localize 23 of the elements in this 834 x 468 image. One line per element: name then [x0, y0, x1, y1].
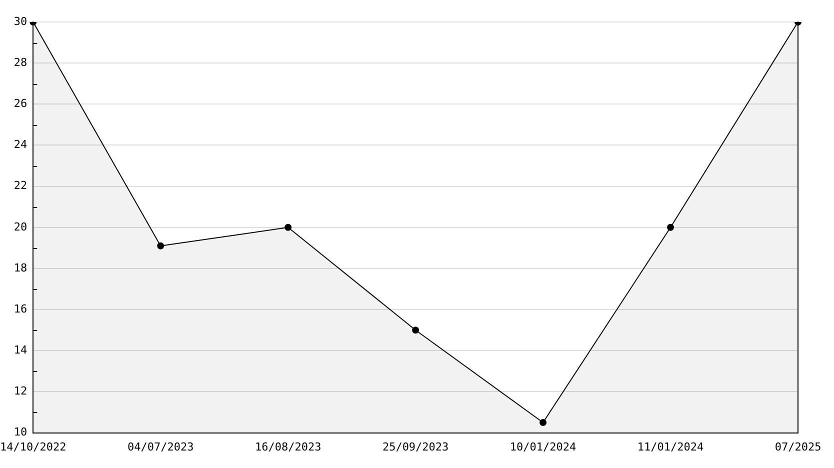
x-tick-label: 10/01/2024 [510, 440, 577, 454]
y-tick-label: 16 [14, 302, 28, 316]
point [412, 326, 420, 334]
y-tick-label: 12 [14, 384, 28, 398]
y-tick-label: 10 [14, 426, 28, 439]
x-tick-label: 07/2025 [774, 440, 822, 454]
x-tick-label: 14/10/2022 [0, 440, 66, 454]
point [157, 242, 164, 250]
y-tick-label: 24 [14, 138, 28, 152]
point [540, 419, 547, 426]
y-tick-label: 14 [14, 344, 28, 356]
y-tick-label: 30 [14, 14, 28, 28]
y-tick-label: 18 [14, 261, 28, 274]
x-tick-label: 25/09/2023 [382, 440, 449, 454]
x-tick-label: 04/07/2023 [127, 440, 194, 454]
point [284, 224, 292, 231]
x-tick-label: 11/01/2024 [637, 440, 704, 454]
y-tick-label: 28 [14, 56, 28, 69]
x-tick-label: 16/08/2023 [254, 440, 322, 454]
y-tick-label: 20 [14, 220, 28, 234]
point [667, 224, 674, 231]
y-tick-label: 22 [14, 179, 28, 192]
y-tick-label: 26 [14, 97, 28, 110]
